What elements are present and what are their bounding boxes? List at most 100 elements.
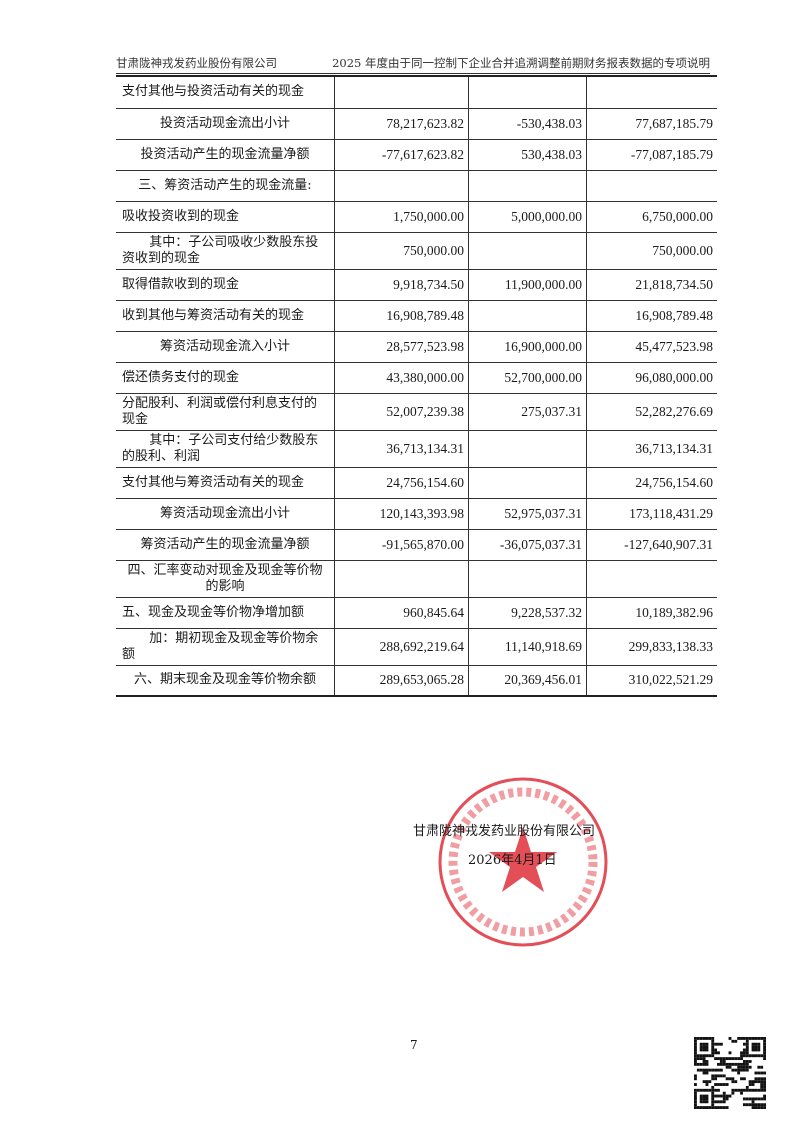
qr-module xyxy=(694,1088,697,1092)
qr-module xyxy=(754,1097,758,1101)
qr-module xyxy=(714,1042,718,1046)
qr-module xyxy=(757,1045,761,1049)
amount-cell: 960,845.64 xyxy=(334,596,469,628)
qr-module xyxy=(714,1106,718,1109)
row-label: 四、汇率变动对现金及现金等价物的影响 xyxy=(116,559,335,597)
qr-module xyxy=(763,1039,766,1043)
qr-module xyxy=(748,1054,752,1058)
qr-module xyxy=(725,1097,729,1101)
amount-cell: 36,713,134.31 xyxy=(334,429,469,467)
qr-module xyxy=(740,1051,743,1055)
qr-module xyxy=(740,1054,743,1058)
page-number: 7 xyxy=(410,1038,418,1052)
amount-cell: -91,565,870.00 xyxy=(334,528,469,560)
qr-module xyxy=(763,1080,766,1084)
qr-module xyxy=(751,1054,755,1058)
qr-module xyxy=(694,1074,697,1078)
qr-module xyxy=(714,1083,718,1086)
qr-module xyxy=(754,1042,758,1046)
qr-module xyxy=(748,1080,752,1084)
qr-module xyxy=(711,1039,715,1043)
qr-module xyxy=(705,1048,709,1052)
qr-module xyxy=(751,1042,755,1046)
qr-module xyxy=(708,1106,712,1109)
header-divider xyxy=(116,73,710,74)
qr-module xyxy=(705,1060,709,1063)
qr-module xyxy=(751,1080,755,1084)
amount-cell: 45,477,523.98 xyxy=(586,330,717,362)
qr-module xyxy=(708,1088,712,1092)
qr-module xyxy=(745,1062,749,1066)
qr-module xyxy=(711,1106,715,1109)
qr-module xyxy=(757,1103,761,1107)
qr-module xyxy=(740,1037,743,1040)
amount-cell xyxy=(334,169,469,201)
qr-module xyxy=(705,1054,709,1058)
qr-module xyxy=(763,1085,766,1089)
qr-module xyxy=(702,1106,706,1109)
qr-module xyxy=(694,1062,697,1066)
qr-module xyxy=(751,1106,755,1109)
amount-cell: 77,687,185.79 xyxy=(586,107,717,139)
qr-module xyxy=(702,1071,706,1075)
qr-module xyxy=(702,1054,706,1058)
qr-module xyxy=(757,1048,761,1052)
amount-cell xyxy=(468,429,587,467)
qr-module xyxy=(694,1042,697,1046)
row-label: 偿还债务支付的现金 xyxy=(116,361,335,393)
qr-module xyxy=(754,1080,758,1084)
qr-module xyxy=(760,1080,764,1084)
qr-module xyxy=(694,1100,697,1104)
qr-module xyxy=(745,1051,749,1055)
qr-module xyxy=(705,1100,709,1104)
qr-module xyxy=(719,1068,723,1072)
qr-module xyxy=(705,1083,709,1086)
qr-module xyxy=(742,1042,746,1046)
qr-module xyxy=(699,1062,703,1066)
qr-module xyxy=(705,1080,709,1084)
qr-module xyxy=(708,1080,712,1084)
qr-module xyxy=(699,1054,703,1058)
cash-flow-table: 支付其他与投资活动有关的现金 投资活动现金流出小计 78,217,623.82 -53… xyxy=(116,75,717,697)
qr-module xyxy=(748,1088,752,1092)
qr-module xyxy=(734,1080,738,1084)
qr-module xyxy=(705,1042,709,1046)
amount-cell: 36,713,134.31 xyxy=(586,429,717,467)
table-row: 支付其他与筹资活动有关的现金 24,756,154.60 24,756,154.60 xyxy=(116,466,717,498)
qr-module xyxy=(751,1045,755,1049)
qr-module xyxy=(763,1088,766,1092)
qr-module xyxy=(694,1039,697,1043)
qr-module xyxy=(725,1083,729,1086)
amount-cell: 52,282,276.69 xyxy=(586,392,717,430)
qr-module xyxy=(696,1106,700,1109)
qr-module xyxy=(757,1042,761,1046)
qr-module xyxy=(725,1077,729,1081)
qr-module xyxy=(751,1037,755,1040)
qr-module xyxy=(725,1062,729,1066)
qr-module xyxy=(722,1083,726,1086)
qr-module xyxy=(702,1094,706,1098)
qr-module xyxy=(694,1103,697,1107)
row-label: 取得借款收到的现金 xyxy=(116,268,335,300)
qr-module xyxy=(696,1062,700,1066)
row-label: 其中：子公司支付给少数股东的股利、利润 xyxy=(116,429,335,467)
qr-module xyxy=(731,1068,735,1072)
qr-module xyxy=(745,1039,749,1043)
qr-module xyxy=(696,1054,700,1058)
table-row: 加：期初现金及现金等价物余额 288,692,219.64 11,140,918.6… xyxy=(116,627,717,665)
row-label: 三、筹资活动产生的现金流量: xyxy=(116,169,335,201)
qr-module xyxy=(705,1106,709,1109)
qr-module xyxy=(702,1057,706,1061)
row-label: 投资活动现金流出小计 xyxy=(116,107,335,139)
qr-module xyxy=(711,1091,715,1095)
qr-module xyxy=(714,1088,718,1092)
qr-module xyxy=(734,1068,738,1072)
qr-module xyxy=(719,1106,723,1109)
qr-module xyxy=(705,1097,709,1101)
qr-module xyxy=(699,1045,703,1049)
qr-module xyxy=(745,1042,749,1046)
qr-module xyxy=(722,1097,726,1101)
qr-module xyxy=(711,1094,715,1098)
qr-module xyxy=(763,1051,766,1055)
qr-module xyxy=(763,1097,766,1101)
